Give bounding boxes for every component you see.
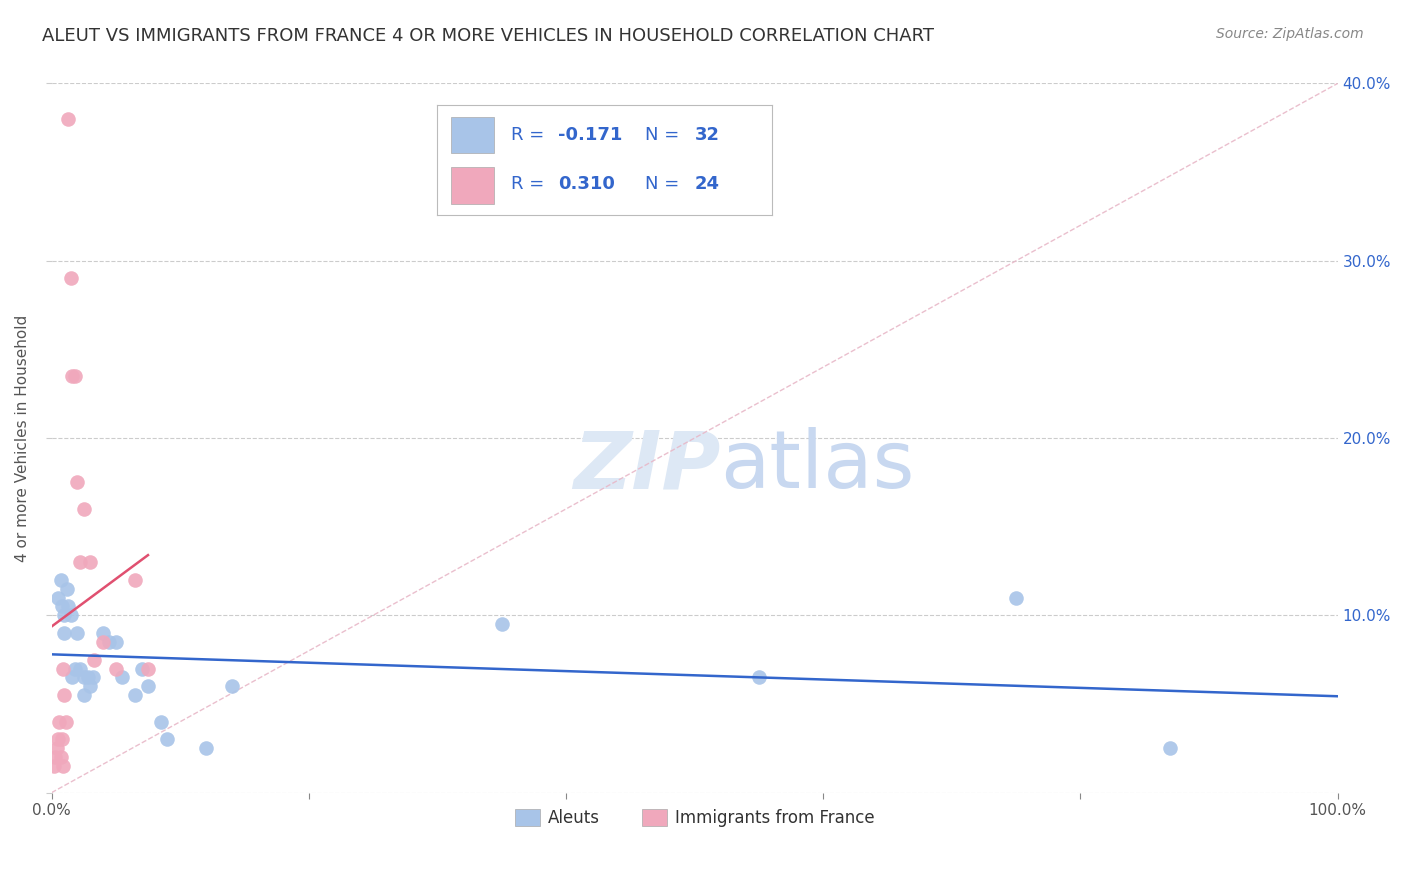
Text: ZIP: ZIP bbox=[572, 427, 720, 506]
Point bbox=[1159, 741, 1181, 756]
Point bbox=[83, 653, 105, 667]
Point bbox=[194, 741, 217, 756]
Point bbox=[149, 714, 172, 729]
Point bbox=[49, 573, 72, 587]
Point bbox=[53, 688, 76, 702]
Point bbox=[91, 626, 114, 640]
Point bbox=[66, 626, 89, 640]
Point bbox=[136, 679, 159, 693]
Point bbox=[59, 608, 82, 623]
Text: Source: ZipAtlas.com: Source: ZipAtlas.com bbox=[1216, 27, 1364, 41]
Point bbox=[98, 635, 121, 649]
Point bbox=[136, 661, 159, 675]
Point bbox=[56, 582, 79, 596]
Point bbox=[156, 732, 179, 747]
Point bbox=[124, 573, 146, 587]
Point bbox=[60, 670, 83, 684]
Point bbox=[51, 732, 73, 747]
Point bbox=[45, 741, 67, 756]
Point bbox=[49, 750, 72, 764]
Point bbox=[53, 608, 76, 623]
Point bbox=[55, 714, 77, 729]
Point bbox=[104, 661, 127, 675]
Point bbox=[131, 661, 153, 675]
Point bbox=[73, 670, 96, 684]
Point bbox=[69, 555, 91, 569]
Point bbox=[69, 661, 91, 675]
Point bbox=[52, 661, 75, 675]
Y-axis label: 4 or more Vehicles in Household: 4 or more Vehicles in Household bbox=[15, 314, 30, 562]
Point bbox=[79, 555, 101, 569]
Point bbox=[51, 599, 73, 614]
Point bbox=[42, 759, 65, 773]
Point bbox=[58, 112, 80, 126]
Legend: Aleuts, Immigrants from France: Aleuts, Immigrants from France bbox=[508, 803, 882, 834]
Point bbox=[111, 670, 134, 684]
Point bbox=[48, 714, 70, 729]
Point bbox=[46, 591, 69, 605]
Point bbox=[73, 502, 96, 516]
Point bbox=[60, 369, 83, 384]
Text: atlas: atlas bbox=[720, 427, 915, 506]
Point bbox=[104, 635, 127, 649]
Point bbox=[52, 759, 75, 773]
Point bbox=[79, 679, 101, 693]
Point bbox=[82, 670, 104, 684]
Point bbox=[63, 369, 86, 384]
Point bbox=[63, 661, 86, 675]
Point bbox=[46, 732, 69, 747]
Point bbox=[76, 670, 98, 684]
Point bbox=[59, 271, 82, 285]
Point bbox=[221, 679, 243, 693]
Point bbox=[44, 750, 66, 764]
Point bbox=[73, 688, 96, 702]
Point bbox=[58, 599, 80, 614]
Point bbox=[91, 635, 114, 649]
Point bbox=[53, 626, 76, 640]
Point bbox=[124, 688, 146, 702]
Point bbox=[66, 475, 89, 490]
Point bbox=[748, 670, 770, 684]
Point bbox=[1005, 591, 1028, 605]
Point bbox=[491, 617, 513, 632]
Text: ALEUT VS IMMIGRANTS FROM FRANCE 4 OR MORE VEHICLES IN HOUSEHOLD CORRELATION CHAR: ALEUT VS IMMIGRANTS FROM FRANCE 4 OR MOR… bbox=[42, 27, 934, 45]
